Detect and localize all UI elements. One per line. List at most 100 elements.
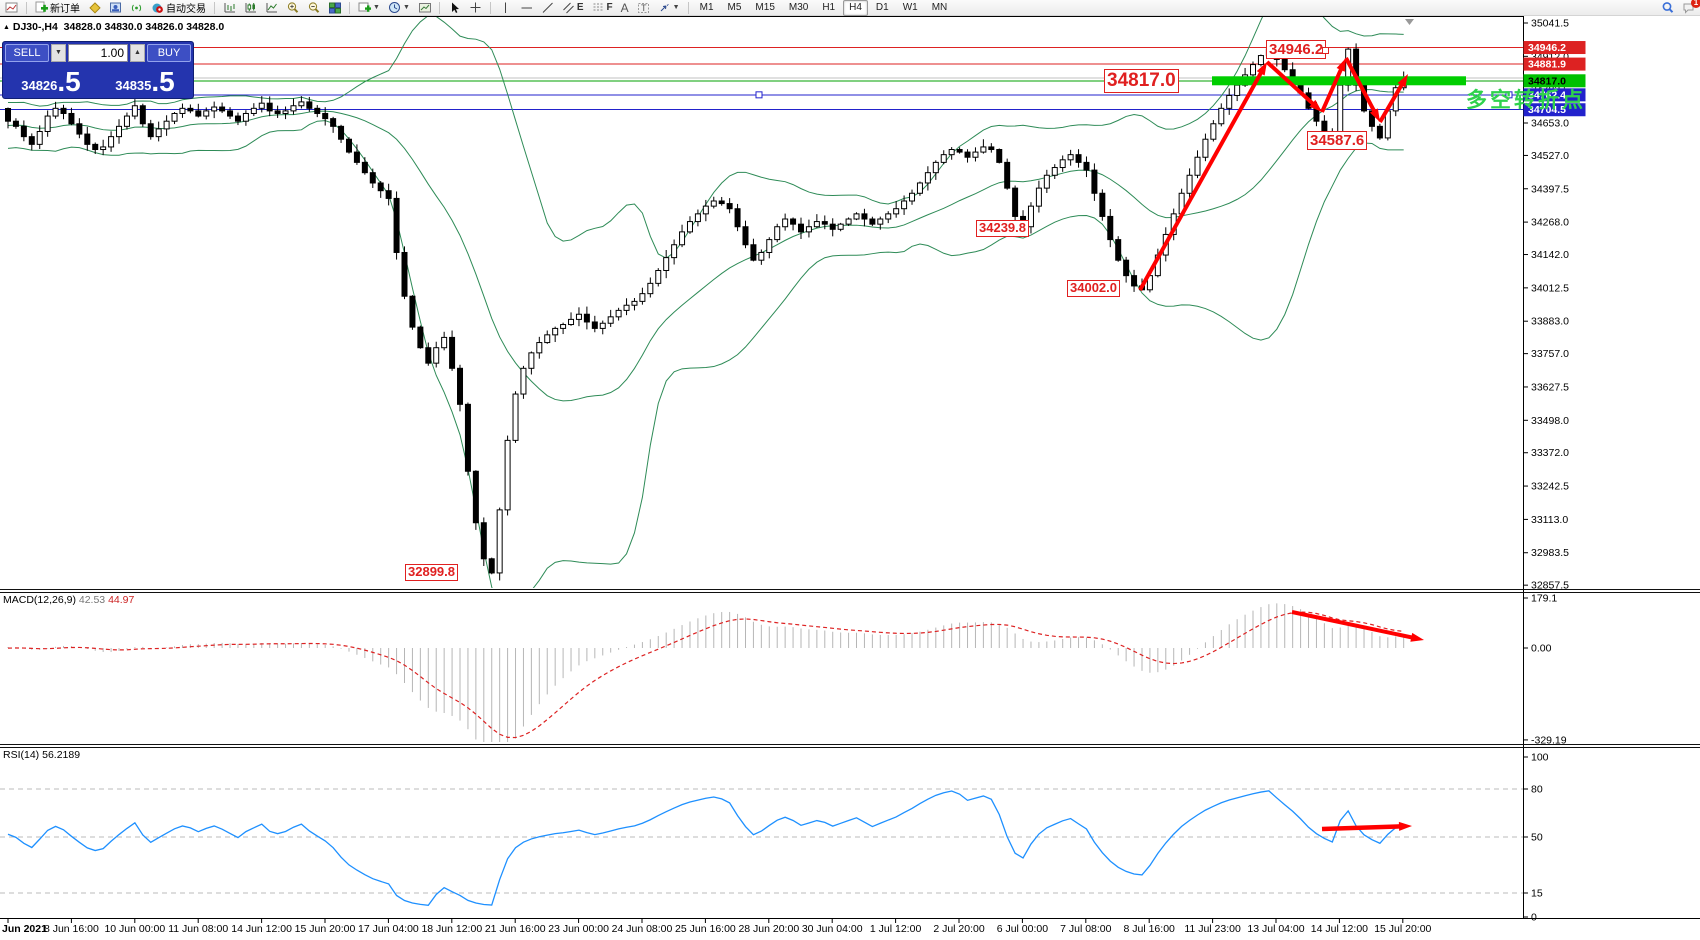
timeframe-w1[interactable]: W1 <box>902 1 918 13</box>
macd-label: MACD(12,26,9) 42.53 44.97 <box>3 594 134 606</box>
callout-text: 34817.0 <box>1107 70 1176 91</box>
quotes-button[interactable] <box>85 0 104 16</box>
sell-button[interactable]: SELL <box>5 44 49 62</box>
macd-main-value: 42.53 <box>78 594 106 606</box>
line-chart-icon <box>266 3 277 13</box>
horizontal-line-icon <box>521 7 532 9</box>
svg-text:15 Jun 20:00: 15 Jun 20:00 <box>295 923 356 935</box>
timeframe-mn[interactable]: MN <box>931 1 948 13</box>
price-callout-34817[interactable]: 34817.0 <box>1104 69 1179 93</box>
chart-window-icon[interactable] <box>2 0 21 16</box>
sell-price-pips: .5 <box>57 66 81 97</box>
vertical-line-icon <box>504 2 506 13</box>
chinese-annotation[interactable]: 多空转折点 <box>1466 89 1586 112</box>
arrows-tool-icon <box>660 4 669 12</box>
svg-text:2 Jul 20:00: 2 Jul 20:00 <box>933 923 985 935</box>
trend-arrows[interactable] <box>1138 57 1424 832</box>
line-chart-button[interactable] <box>262 0 281 16</box>
svg-text:Jun 2021: Jun 2021 <box>2 923 47 935</box>
timeframe-h1[interactable]: H1 <box>822 1 836 13</box>
symbol-header: ▲ DJ30-,H4 34828.0 34830.0 34826.0 34828… <box>3 21 224 33</box>
svg-text:0: 0 <box>1531 912 1537 924</box>
svg-text:32983.5: 32983.5 <box>1531 547 1569 559</box>
rsi-levels <box>0 788 1523 894</box>
toolbar-separator <box>214 1 215 14</box>
timeframe-m1[interactable]: M1 <box>699 1 714 13</box>
price-callout-34946[interactable]: 34946.2 <box>1266 40 1330 60</box>
buy-button[interactable]: BUY <box>147 44 191 62</box>
svg-text:34268.0: 34268.0 <box>1531 217 1569 229</box>
price-callout-34239[interactable]: 34239.8 <box>976 220 1029 237</box>
cursor-tool-button[interactable] <box>445 0 464 16</box>
timeframe-d1[interactable]: D1 <box>875 1 889 13</box>
toolbar-separator <box>26 1 27 14</box>
rsi-axis: 100 80 50 15 0 <box>1523 752 1549 924</box>
svg-text:33627.5: 33627.5 <box>1531 381 1569 393</box>
signal-button[interactable] <box>127 0 146 16</box>
volume-input[interactable] <box>68 44 128 62</box>
zoom-out-button[interactable] <box>304 0 323 16</box>
buy-price-main: 34835 <box>115 78 152 94</box>
buy-price[interactable]: 34835 .5 <box>99 63 191 96</box>
arrows-tool-button[interactable]: ▼ <box>655 0 683 16</box>
line-selection-handle[interactable] <box>1505 91 1513 99</box>
trendline-icon <box>542 2 553 13</box>
price-callout-34587[interactable]: 34587.6 <box>1307 131 1368 151</box>
text-tool-button[interactable]: A <box>618 0 632 16</box>
periodicity-button[interactable]: ▼ <box>385 0 413 16</box>
autotrading-button[interactable]: 自动交易 <box>148 0 209 16</box>
timeframe-m15[interactable]: M15 <box>755 1 775 13</box>
candlestick-chart-button[interactable] <box>241 0 260 16</box>
text-tool-label: A <box>620 0 629 15</box>
one-click-trading-panel: SELL ▼ ▲ BUY 34826 .5 34835 .5 <box>2 41 194 99</box>
bar-chart-button[interactable] <box>220 0 239 16</box>
sell-price-main: 34826 <box>21 78 58 94</box>
new-chart-button[interactable]: ▼ <box>355 0 383 16</box>
svg-text:13 Jul 04:00: 13 Jul 04:00 <box>1247 923 1304 935</box>
chart-shift-marker[interactable] <box>1405 19 1414 25</box>
new-order-button[interactable]: 新订单 <box>32 0 83 16</box>
bollinger-bands <box>7 16 1404 588</box>
timeframe-m5[interactable]: M5 <box>727 1 742 13</box>
volume-increase-button[interactable]: ▲ <box>130 44 145 62</box>
tile-windows-icon <box>329 2 341 14</box>
quotes-icon <box>89 2 101 14</box>
svg-text:33757.0: 33757.0 <box>1531 348 1569 360</box>
new-order-icon <box>35 1 48 13</box>
volume-decrease-button[interactable]: ▼ <box>51 44 66 62</box>
timeframe-h4[interactable]: H4 <box>843 0 868 16</box>
zoom-in-button[interactable] <box>283 0 302 16</box>
trendline-tool-button[interactable] <box>538 0 557 16</box>
price-axis[interactable]: 35041.534912.034782.534653.034527.034397… <box>1523 18 1586 592</box>
channel-tool-button[interactable]: E <box>559 0 587 16</box>
svg-text:17 Jun 04:00: 17 Jun 04:00 <box>358 923 419 935</box>
notifications-button[interactable]: 1 <box>1679 0 1700 16</box>
price-callout-34002[interactable]: 34002.0 <box>1067 280 1120 297</box>
crosshair-tool-button[interactable] <box>466 0 485 16</box>
search-button[interactable] <box>1658 0 1677 16</box>
rsi-value: 56.2189 <box>42 749 81 761</box>
line-selection-handle[interactable] <box>755 91 763 99</box>
channel-icon <box>563 2 574 14</box>
svg-text:32857.5: 32857.5 <box>1531 580 1569 592</box>
chart-properties-button[interactable] <box>415 0 434 16</box>
tile-windows-button[interactable] <box>325 0 344 16</box>
horizontal-line-tool-button[interactable] <box>517 0 536 16</box>
svg-text:50: 50 <box>1531 832 1543 844</box>
timeframe-m30[interactable]: M30 <box>788 1 809 13</box>
symbol-ohlc: 34828.0 34830.0 34826.0 34828.0 <box>63 21 225 33</box>
toolbar: 新订单 自动交易 <box>0 0 1700 16</box>
svg-text:1 Jul 12:00: 1 Jul 12:00 <box>870 923 922 935</box>
text-label-tool-button[interactable]: T <box>634 0 653 16</box>
green-zone-band[interactable] <box>1212 76 1466 86</box>
sell-price[interactable]: 34826 .5 <box>5 63 97 96</box>
market-watch-button[interactable] <box>106 0 125 16</box>
clock-icon <box>388 2 400 13</box>
price-callout-32899[interactable]: 32899.8 <box>405 564 458 581</box>
svg-text:179.1: 179.1 <box>1531 592 1557 604</box>
fibonacci-tool-button[interactable]: F <box>589 0 616 16</box>
vertical-line-tool-button[interactable] <box>496 0 515 16</box>
macd-histogram <box>7 603 1405 742</box>
